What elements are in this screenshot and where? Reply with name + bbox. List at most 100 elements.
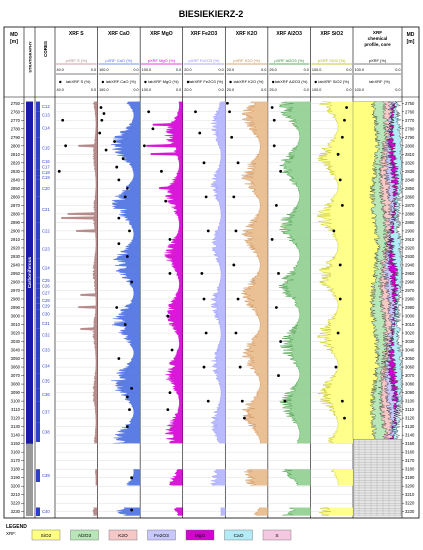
lab-scale-max: 0.0: [133, 88, 138, 92]
lab-sample-point: [125, 425, 129, 429]
depth-tick-right: 2870: [405, 203, 415, 208]
depth-tick-left: 3000: [11, 314, 21, 319]
core-label: C21: [42, 207, 50, 212]
core-interval: [36, 179, 40, 197]
lab-symbol: [186, 80, 190, 84]
core-interval: [36, 137, 40, 159]
lab-label: labXRF K2O (%): [234, 79, 264, 84]
depth-tick-left: 2980: [11, 296, 21, 301]
lab-sample-point: [238, 365, 242, 369]
lab-sample-point: [117, 216, 121, 220]
stratigraphy-header: STRATIGRAPHY: [28, 41, 33, 73]
lab-sample-point: [336, 152, 340, 156]
lab-sample-point: [166, 408, 170, 412]
lab-sample-point: [113, 140, 116, 143]
track-fe2o3: [194, 101, 226, 516]
track-header-fe2o3: XRF Fe2O3: [191, 31, 218, 37]
cores-header: CORES: [43, 41, 48, 57]
curve-line: [210, 101, 222, 444]
core-interval: [36, 111, 40, 119]
curve-scale-max: 0.0: [219, 68, 224, 72]
lab-sample-point: [338, 178, 342, 182]
depth-tick-left: 3220: [11, 501, 21, 506]
depth-tick-left: 2900: [11, 228, 21, 233]
lab-scale-max: 0.0: [261, 88, 266, 92]
lab-scale-min: 20.0: [184, 88, 191, 92]
depth-tick-left: 3060: [11, 365, 21, 370]
lab-sample-point: [270, 238, 274, 241]
core-label: C37: [42, 409, 50, 414]
curve-line: [253, 507, 260, 516]
depth-tick-right: 2830: [405, 169, 415, 174]
lab-sample-point: [228, 110, 231, 114]
depth-tick-left: 2840: [11, 177, 21, 182]
curve-fill: [282, 469, 311, 486]
lab-sample-point: [277, 272, 280, 275]
core-label: C28: [42, 298, 50, 303]
depth-tick-right: 3230: [405, 509, 415, 514]
lab-sample-point: [234, 331, 238, 335]
curve-line: [278, 101, 300, 444]
chart-title: BIESIEKIERZ-2: [179, 9, 244, 19]
depth-tick-left: 3160: [11, 450, 21, 455]
legend-subtitle: XRF:: [6, 531, 16, 536]
lab-label: labXRF Al2O3 (%): [275, 79, 308, 84]
depth-tick-left: 2820: [11, 160, 21, 165]
lab-sample-point: [272, 118, 276, 122]
depth-tick-left: 3190: [11, 475, 21, 480]
curve-line: [282, 469, 299, 486]
curve-scale-min: 100.0: [142, 68, 152, 72]
curve-scale-max: 0.0: [346, 68, 351, 72]
depth-tick-left: 3040: [11, 348, 21, 353]
lab-sample-point: [274, 306, 278, 309]
lab-sample-point: [243, 416, 246, 420]
depth-tick-right: 3180: [405, 467, 415, 472]
core-label: C27: [42, 291, 50, 296]
profile-curve-label: pXRF (%): [369, 58, 387, 63]
md-unit-left: [m]: [10, 39, 18, 45]
depth-tick-left: 2870: [11, 203, 21, 208]
curve-fill: [92, 507, 98, 516]
depth-tick-right: 2760: [405, 109, 415, 114]
core-label: C20: [42, 186, 50, 191]
curve-scale-min: 40.0: [57, 68, 64, 72]
core-interval: [36, 318, 40, 329]
lab-label: labXRF SiO2 (%): [318, 79, 349, 84]
lab-scale-max: 0.0: [346, 88, 351, 92]
lab-sample-point: [236, 161, 240, 165]
depth-tick-left: 2860: [11, 194, 21, 199]
curve-fill: [116, 507, 141, 516]
core-interval: [36, 507, 40, 516]
lab-sample-point: [57, 169, 61, 173]
lab-sample-point: [338, 263, 342, 267]
depth-tick-left: 3230: [11, 509, 21, 514]
lab-sample-point: [125, 395, 129, 399]
profile-lab-label: labXRF (%): [369, 79, 390, 84]
depth-tick-left: 3080: [11, 382, 21, 387]
profile-scale-min: 100.0: [355, 68, 365, 72]
depth-tick-left: 2920: [11, 245, 21, 250]
lab-sample-point: [202, 365, 206, 369]
depth-tick-left: 2990: [11, 305, 21, 310]
track-k2o: [226, 101, 268, 516]
lab-sample-point: [236, 297, 240, 301]
core-interval: [36, 288, 40, 298]
core-label: C26: [42, 284, 50, 289]
curve-fill: [282, 507, 311, 516]
curve-fill: [331, 469, 353, 486]
depth-tick-right: 2890: [405, 220, 415, 225]
lab-sample-point: [334, 365, 338, 369]
core-label: C35: [42, 379, 50, 384]
core-label: C34: [42, 364, 50, 369]
lab-sample-point: [128, 408, 131, 412]
core-interval: [36, 401, 40, 423]
depth-tick-right: 3110: [405, 407, 415, 412]
lab-sample-point: [226, 101, 229, 105]
core-interval: [36, 422, 40, 442]
depth-tick-left: 2880: [11, 211, 21, 216]
depth-tick-right: 2880: [405, 211, 415, 216]
lab-sample-point: [61, 118, 65, 122]
curve-label: pXRF Fe2O3 (%): [189, 58, 221, 63]
depth-tick-left: 3070: [11, 373, 21, 378]
legend-label-al2o3: Al2O3: [78, 533, 92, 539]
